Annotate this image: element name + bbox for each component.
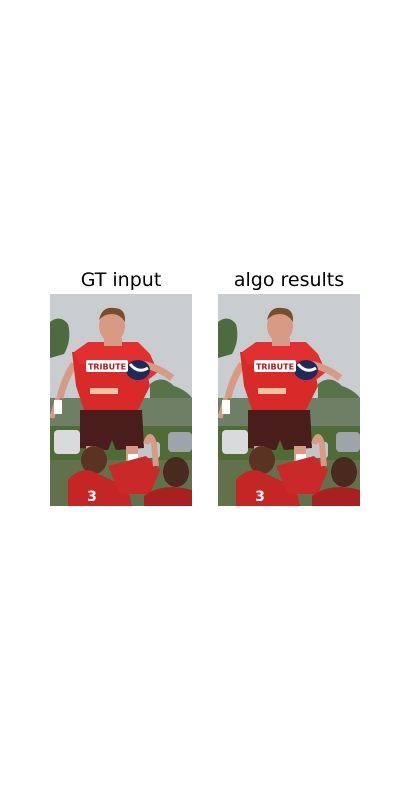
algo-results-photo: TRIBUTE 3 [218,294,360,506]
shirt-number: 3 [87,489,97,505]
panel-title-algo-results: algo results [233,269,345,291]
gt-input-photo: TRIBUTE 3 [50,294,192,506]
jersey-sponsor-text: TRIBUTE [256,363,294,372]
shirt-number: 3 [255,489,265,505]
panel-title-gt-input: GT input [80,269,162,291]
jersey-sponsor-text: TRIBUTE [88,363,126,372]
